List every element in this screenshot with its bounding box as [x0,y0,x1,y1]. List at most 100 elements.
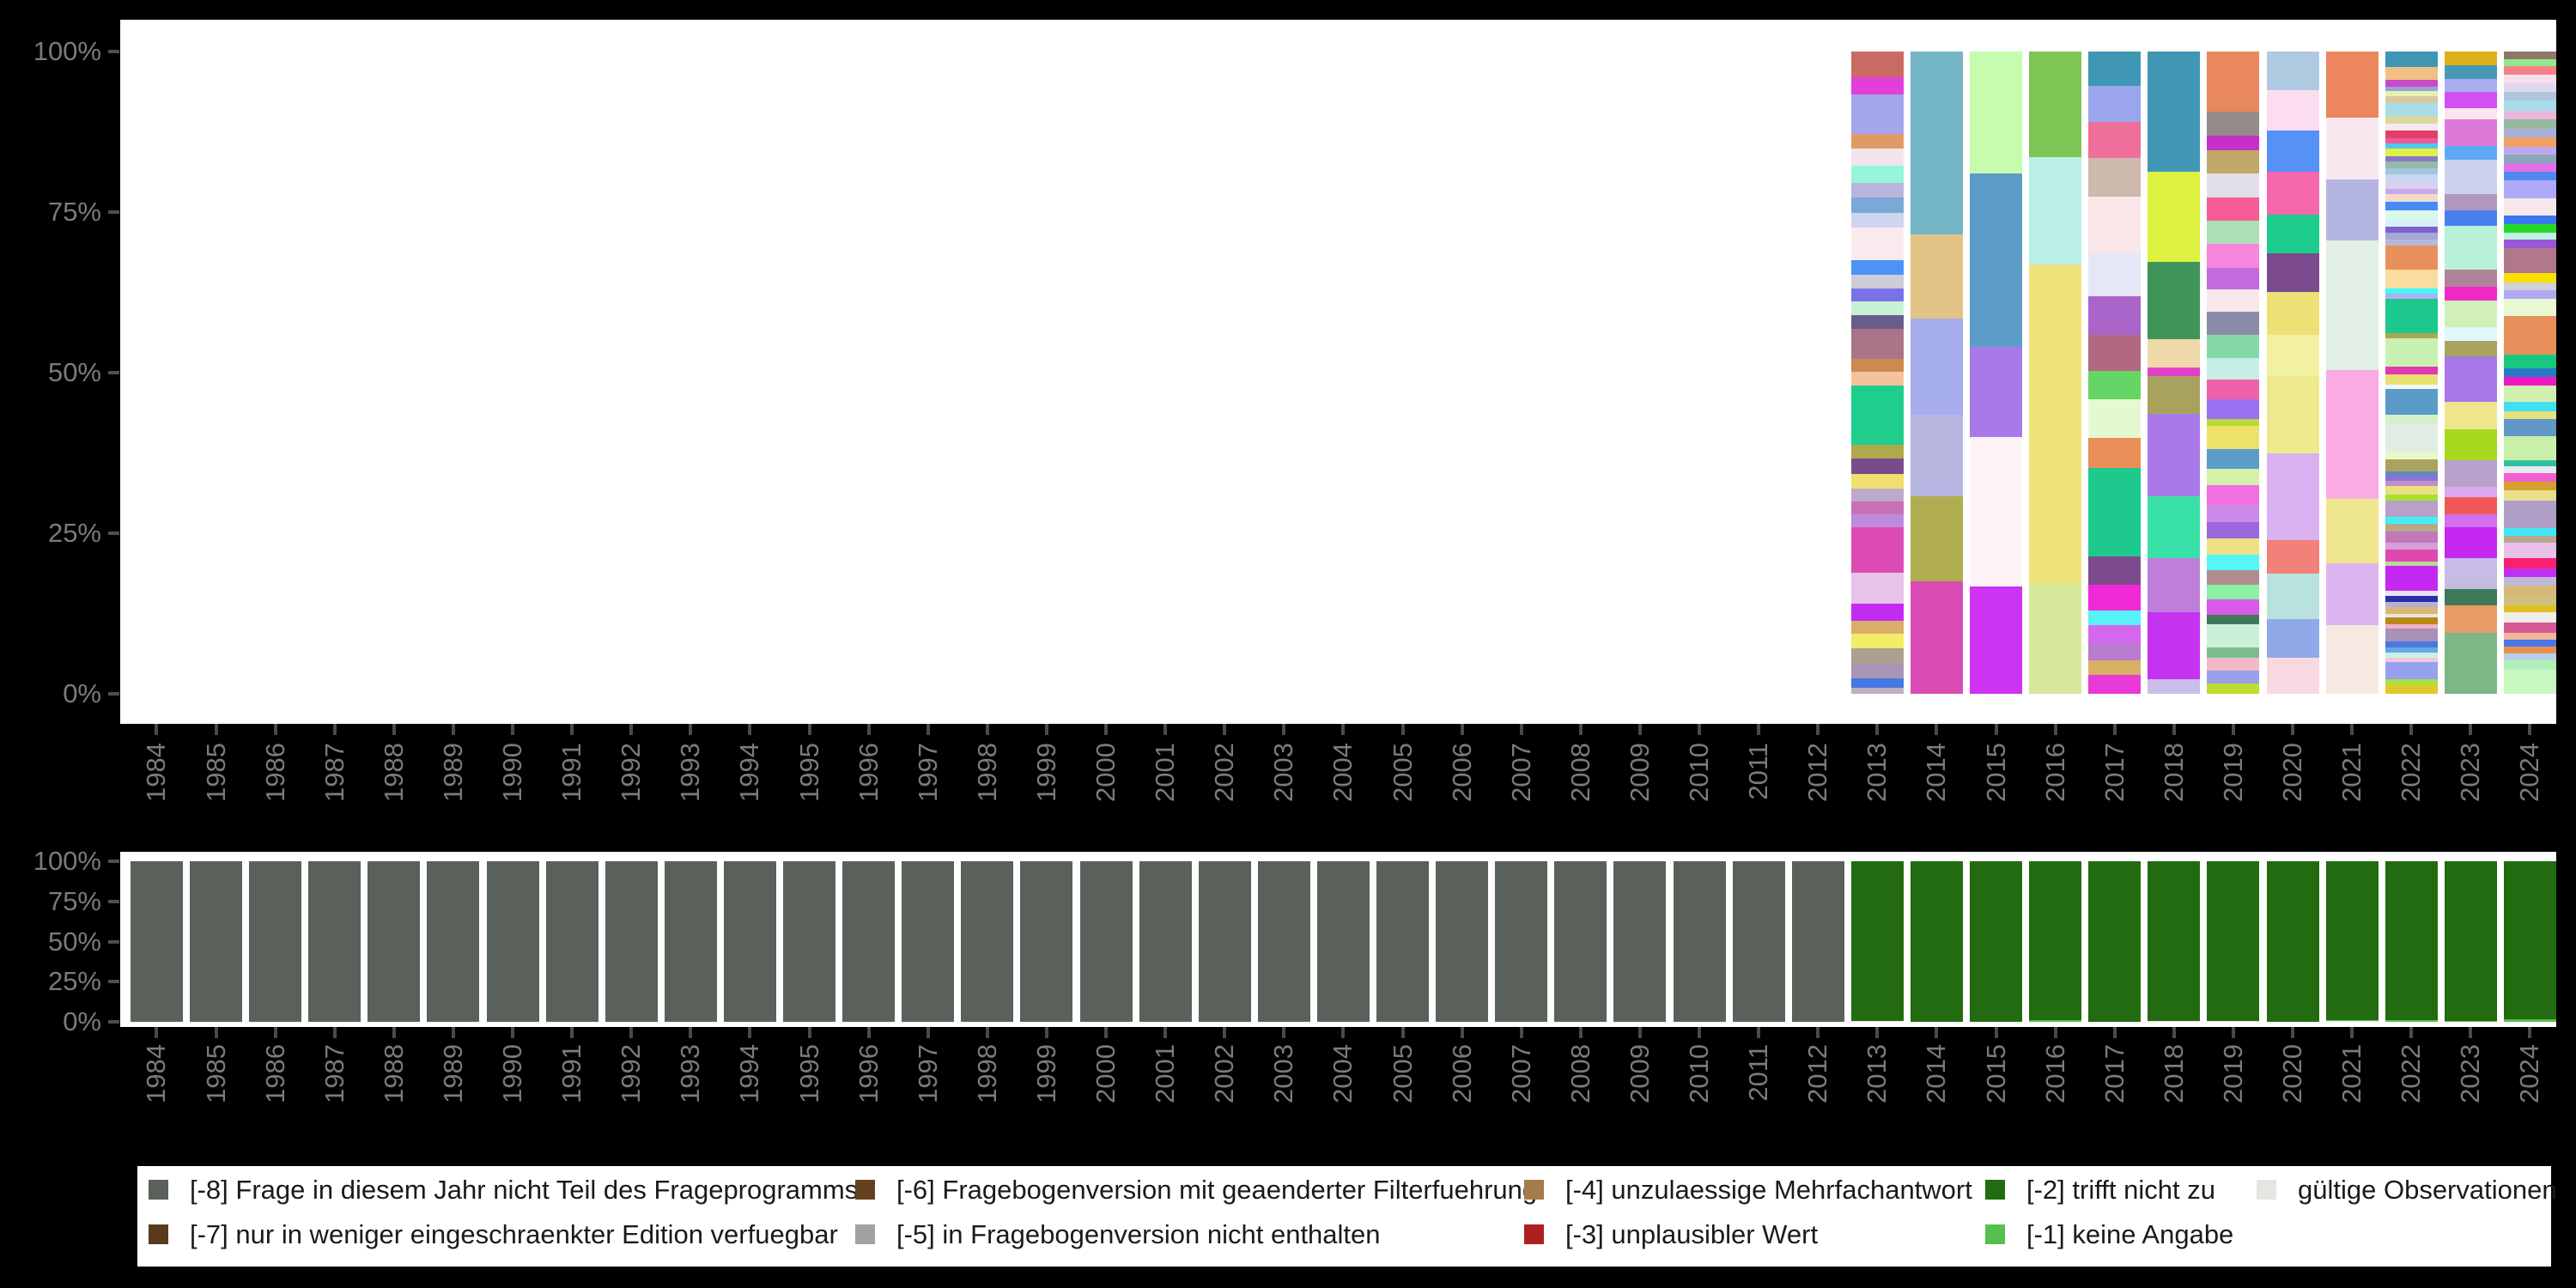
bottom-x-axis-year-label: 1998 [971,1044,1002,1103]
bar-segment [2148,558,2201,613]
bottom-bar-2002 [1198,861,1251,1022]
top-bar-2014 [1910,52,1963,694]
bar-segment [1613,861,1667,1022]
bottom-bar-2003 [1257,861,1310,1022]
bar-segment [2029,52,2082,157]
bar-segment [2503,74,2556,84]
bar-segment [2444,1020,2497,1022]
bar-segment [2444,327,2497,341]
legend: [-8] Frage in diesem Jahr nicht Teil des… [137,1166,2557,1267]
bar-segment [2503,527,2556,537]
bar-segment [2385,561,2438,566]
bar-segment [2088,158,2142,197]
top-x-axis-tick [1400,724,1405,735]
top-bar-2020 [2266,52,2319,694]
bottom-x-axis-year-label: 2005 [1387,1044,1418,1103]
top-x-axis-tick [748,724,752,735]
top-y-axis-label: 0% [63,678,101,708]
legend-swatch [1985,1224,2005,1244]
bar-segment [2385,367,2438,375]
bar-segment [2444,558,2497,575]
bar-segment [2385,607,2438,614]
bar-segment [1673,861,1726,1022]
bottom-x-axis-tick [1816,1027,1820,1038]
bar-segment [2266,861,2319,1022]
bar-segment [2385,485,2438,495]
bar-segment [1079,861,1133,1022]
bar-segment [1910,861,1963,1022]
bar-segment [2385,517,2438,524]
top-x-axis-year-label: 1992 [616,743,647,802]
bottom-bar-1992 [605,861,658,1022]
top-x-axis-tick [1757,724,1761,735]
top-bar-2024 [2503,52,2556,695]
bar-segment [2207,538,2260,555]
top-x-axis-year-label: 2011 [1743,743,1774,800]
bar-segment [2385,477,2438,482]
bottom-x-axis-tick [1044,1027,1048,1038]
legend-label: [-6] Fragebogenversion mit geaenderter F… [896,1175,1538,1205]
bar-segment [723,861,776,1022]
bottom-x-axis-tick [1637,1027,1642,1038]
bar-segment [2207,267,2260,290]
bar-segment [2503,155,2556,164]
bar-segment [2385,531,2438,544]
bar-segment [2444,574,2497,589]
bottom-x-axis-tick [155,1027,159,1038]
bar-segment [2385,299,2438,333]
bottom-x-axis-tick [1282,1027,1286,1038]
bar-segment [2444,527,2497,559]
bar-segment [1850,459,1904,475]
bar-segment [2385,549,2438,562]
bar-segment [2385,617,2438,625]
bar-segment [2444,286,2497,301]
bar-segment [2385,294,2438,300]
bar-segment [1910,415,1963,497]
top-x-axis-year-label: 2015 [1980,743,2011,802]
bar-segment [2325,563,2379,625]
bar-segment [961,861,1014,1022]
bar-segment [2207,289,2260,312]
bar-segment [2503,419,2556,436]
top-x-axis-year-label: 1993 [675,743,706,802]
bar-segment [842,861,896,1022]
bar-segment [2503,299,2556,317]
top-x-axis-tick [689,724,693,735]
bar-segment [1850,329,1904,359]
legend-label: [-7] nur in weniger eingeschraenkter Edi… [190,1219,838,1249]
bar-segment [2385,210,2438,219]
bar-segment [2325,624,2379,695]
top-x-axis-year-label: 1990 [497,743,527,802]
bar-segment [664,861,717,1022]
bottom-x-axis-year-label: 2000 [1091,1044,1121,1103]
bar-segment [2444,78,2497,93]
bar-segment [2503,595,2556,606]
bar-segment [2503,410,2556,420]
legend-label: [-3] unplausibler Wert [1565,1219,1819,1249]
bar-segment [2148,612,2201,679]
bar-segment [2503,273,2556,283]
bottom-x-axis-tick [1163,1027,1168,1038]
bar-segment [2207,671,2260,684]
bar-segment [1850,663,1904,678]
legend-label: [-1] keine Angabe [2026,1219,2234,1249]
bottom-x-axis-tick [1519,1027,1523,1038]
bottom-x-axis-year-label: 2017 [2099,1044,2129,1103]
bar-segment [2325,1019,2379,1022]
bar-segment [1850,648,1904,664]
top-x-axis-tick [2172,724,2176,735]
bar-segment [2385,201,2438,210]
bottom-y-axis-tick [108,899,119,903]
bottom-x-axis-tick [866,1027,871,1038]
bottom-bar-1984 [130,861,183,1022]
bar-segment [2444,92,2497,108]
top-x-axis-year-label: 1989 [437,743,468,802]
bar-segment [1850,165,1904,183]
bar-segment [1910,580,1963,694]
bar-segment [2385,685,2438,695]
bar-segment [2207,469,2260,486]
bar-segment [2385,624,2438,629]
top-x-axis-tick [1935,724,1939,735]
bottom-bar-1986 [249,861,302,1022]
bottom-x-axis-tick [570,1027,574,1038]
